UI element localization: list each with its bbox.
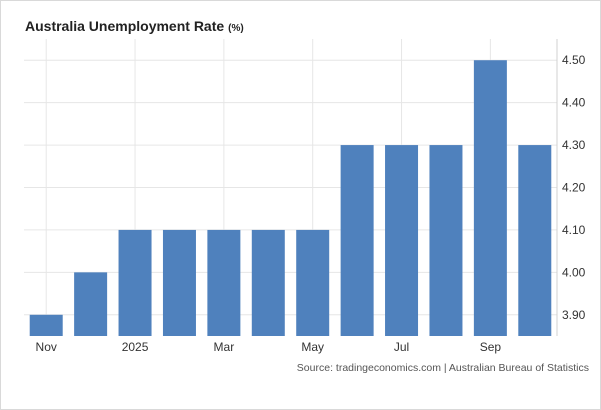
bar — [296, 229, 330, 336]
x-tick-label: Mar — [214, 340, 235, 354]
y-tick-label: 4.40 — [562, 96, 586, 110]
bar — [118, 229, 152, 336]
bar — [473, 60, 507, 336]
x-tick-label: May — [301, 340, 324, 354]
y-tick-label: 4.20 — [562, 181, 586, 195]
x-tick-label: Nov — [36, 340, 57, 354]
y-tick-label: 4.50 — [562, 53, 586, 67]
chart-title: Australia Unemployment Rate (%) — [25, 18, 244, 34]
y-tick-label: 3.90 — [562, 308, 586, 322]
bar — [518, 145, 552, 336]
bar — [207, 229, 241, 336]
bar — [251, 229, 285, 336]
x-tick-label: 2025 — [122, 340, 149, 354]
y-tick-label: 4.00 — [562, 265, 586, 279]
chart-title-text: Australia Unemployment Rate — [25, 18, 225, 34]
x-tick-label: Sep — [480, 340, 502, 354]
bar — [74, 272, 108, 336]
y-tick-label: 4.30 — [562, 138, 586, 152]
y-tick-label: 4.10 — [562, 223, 586, 237]
bar — [162, 229, 196, 336]
bar — [29, 314, 63, 336]
bar — [385, 145, 419, 336]
x-tick-label: Jul — [394, 340, 409, 354]
chart-title-unit: (%) — [228, 23, 244, 34]
bar — [340, 145, 374, 336]
bar — [429, 145, 463, 336]
source-note: Source: tradingeconomics.com | Australia… — [296, 362, 589, 374]
